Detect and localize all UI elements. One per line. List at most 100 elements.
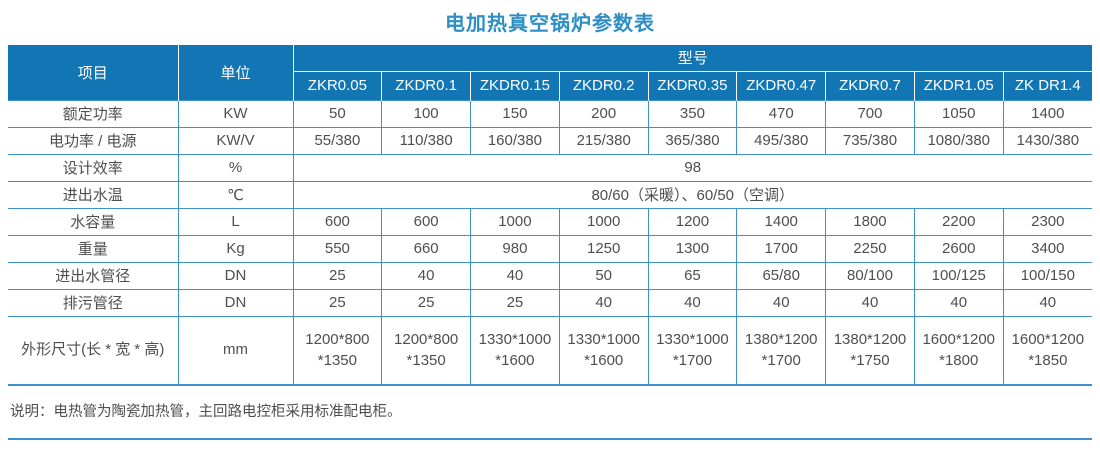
row-value-6: 735/380 [825, 126, 915, 154]
row-value-3: 1330*1000 *1600 [558, 315, 649, 386]
header-item: 项目 [8, 45, 178, 100]
row-value-1: 100 [381, 99, 471, 127]
row-value-1: 600 [381, 207, 471, 235]
row-value-7: 2200 [913, 207, 1004, 235]
row-item-label: 排污管径 [8, 288, 178, 316]
model-header-zkdr0.2: ZKDR0.2 [558, 71, 649, 100]
page: 电加热真空锅炉参数表 项目 单位 型号 ZKR0.05 ZKDR0.1 ZKDR0.… [8, 13, 1092, 440]
row-unit: ℃ [177, 180, 293, 208]
row-value-7: 40 [913, 288, 1004, 316]
row-value-1: 110/380 [381, 126, 471, 154]
table-row: 重量 Kg 550 660 980 1250 1300 1700 2250 2600 3400 [8, 234, 1092, 262]
note-text: 说明：电热管为陶瓷加热管，主回路电控柜采用标准配电柜。 [10, 404, 402, 420]
row-item-label: 进出水温 [8, 180, 178, 208]
row-value-0: 1200*800 *1350 [292, 315, 382, 386]
table-row: 电功率 / 电源 KW/V 55/380 110/380 160/380 215/380 3… [8, 126, 1092, 154]
row-value-5: 40 [736, 288, 826, 316]
row-item-label: 外形尺寸(长 * 宽 * 高) [8, 315, 178, 386]
row-value-3: 1000 [558, 207, 649, 235]
header-group-row: 项目 单位 型号 [8, 45, 1092, 100]
table-row: 外形尺寸(长 * 宽 * 高) mm 1200*800 *1350 1200*800 … [8, 315, 1092, 386]
model-header-row: ZKR0.05 ZKDR0.1 ZKDR0.15 ZKDR0.2 ZKDR0.35 ZKD… [8, 71, 1092, 100]
table-row: 进出水管径 DN 25 40 40 50 65 65/80 80/100 100/125 100/1… [8, 261, 1092, 289]
model-header-zkdr0.1: ZKDR0.1 [381, 71, 471, 100]
row-value-2: 1000 [470, 207, 560, 235]
row-value-4: 1200 [647, 207, 737, 235]
row-value-3: 40 [558, 288, 649, 316]
row-unit: L [177, 207, 293, 235]
row-value-1: 1200*800 *1350 [381, 315, 471, 386]
row-value-4: 350 [647, 99, 737, 127]
row-unit: Kg [177, 234, 293, 262]
row-unit: DN [177, 261, 293, 289]
row-value-5: 1700 [736, 234, 826, 262]
model-header-zkdr0.7: ZKDR0.7 [825, 71, 915, 100]
table-row: 进出水温 ℃ 80/60（采暖）、60/50（空调） [8, 180, 1092, 208]
row-unit: mm [177, 315, 293, 386]
bottom-divider [8, 438, 1092, 440]
row-value-7: 1080/380 [913, 126, 1004, 154]
row-merged-value: 98 [292, 153, 1092, 181]
model-header-zkdr0.47: ZKDR0.47 [736, 71, 826, 100]
row-value-3: 200 [558, 99, 649, 127]
row-value-4: 1300 [647, 234, 737, 262]
header-model-group: 型号 [292, 45, 1092, 72]
row-value-8: 3400 [1002, 234, 1092, 262]
row-value-0: 25 [292, 288, 382, 316]
row-value-3: 50 [558, 261, 649, 289]
row-value-0: 550 [292, 234, 382, 262]
row-merged-value: 80/60（采暖）、60/50（空调） [292, 180, 1092, 208]
table-row: 设计效率% 98 [8, 153, 1092, 181]
row-value-2: 980 [470, 234, 560, 262]
row-value-4: 65 [647, 261, 737, 289]
row-item-label: 设计效率 [8, 153, 178, 181]
row-value-6: 1380*1200 *1750 [825, 315, 915, 386]
header-unit: 单位 [177, 45, 293, 100]
row-item-label: 水容量 [8, 207, 178, 235]
row-value-8: 2300 [1002, 207, 1092, 235]
row-value-5: 495/380 [736, 126, 826, 154]
model-header-zkdr0.35: ZKDR0.35 [647, 71, 737, 100]
row-value-2: 160/380 [470, 126, 560, 154]
row-value-2: 150 [470, 99, 560, 127]
row-value-5: 1380*1200 *1700 [736, 315, 826, 386]
row-value-8: 40 [1002, 288, 1092, 316]
page-title: 电加热真空锅炉参数表 [445, 13, 655, 35]
row-unit: DN [177, 288, 293, 316]
model-header-zkr0.05: ZKR0.05 [292, 71, 382, 100]
row-value-6: 40 [825, 288, 915, 316]
row-value-0: 600 [292, 207, 382, 235]
row-value-5: 65/80 [736, 261, 826, 289]
row-value-6: 80/100 [825, 261, 915, 289]
model-header-zk-dr1.4: ZK DR1.4 [1002, 71, 1092, 100]
row-value-8: 100/150 [1002, 261, 1092, 289]
row-value-3: 215/380 [558, 126, 649, 154]
row-value-6: 1800 [825, 207, 915, 235]
row-value-1: 40 [381, 261, 471, 289]
row-value-1: 25 [381, 288, 471, 316]
row-item-label: 额定功率 [8, 99, 178, 127]
table-row: 排污管径 DN 25 25 25 40 40 40 40 40 40 [8, 288, 1092, 316]
row-unit: KW/V [177, 126, 293, 154]
row-value-2: 40 [470, 261, 560, 289]
row-value-0: 50 [292, 99, 382, 127]
row-value-5: 1400 [736, 207, 826, 235]
row-value-2: 1330*1000 *1600 [470, 315, 560, 386]
table-row: 额定功率 KW 50 100 150 200 350 470 700 1050 1400 [8, 99, 1092, 127]
row-value-6: 2250 [825, 234, 915, 262]
spec-table: 项目 单位 型号 ZKR0.05 ZKDR0.1 ZKDR0.15 ZKDR0.2 ZK… [8, 45, 1092, 386]
row-value-3: 1250 [558, 234, 649, 262]
row-value-6: 700 [825, 99, 915, 127]
row-value-8: 1600*1200 *1850 [1002, 315, 1092, 386]
model-header-zkdr1.05: ZKDR1.05 [913, 71, 1004, 100]
row-value-4: 40 [647, 288, 737, 316]
table-body: 额定功率 KW 50 100 150 200 350 470 700 1050 1400 电功率 / … [8, 99, 1092, 386]
table-header: 项目 单位 型号 ZKR0.05 ZKDR0.1 ZKDR0.15 ZKDR0.2 ZK… [8, 45, 1092, 100]
row-value-7: 100/125 [913, 261, 1004, 289]
row-value-5: 470 [736, 99, 826, 127]
row-value-7: 2600 [913, 234, 1004, 262]
row-item-label: 电功率 / 电源 [8, 126, 178, 154]
row-value-2: 25 [470, 288, 560, 316]
row-value-1: 660 [381, 234, 471, 262]
row-value-7: 1050 [913, 99, 1004, 127]
